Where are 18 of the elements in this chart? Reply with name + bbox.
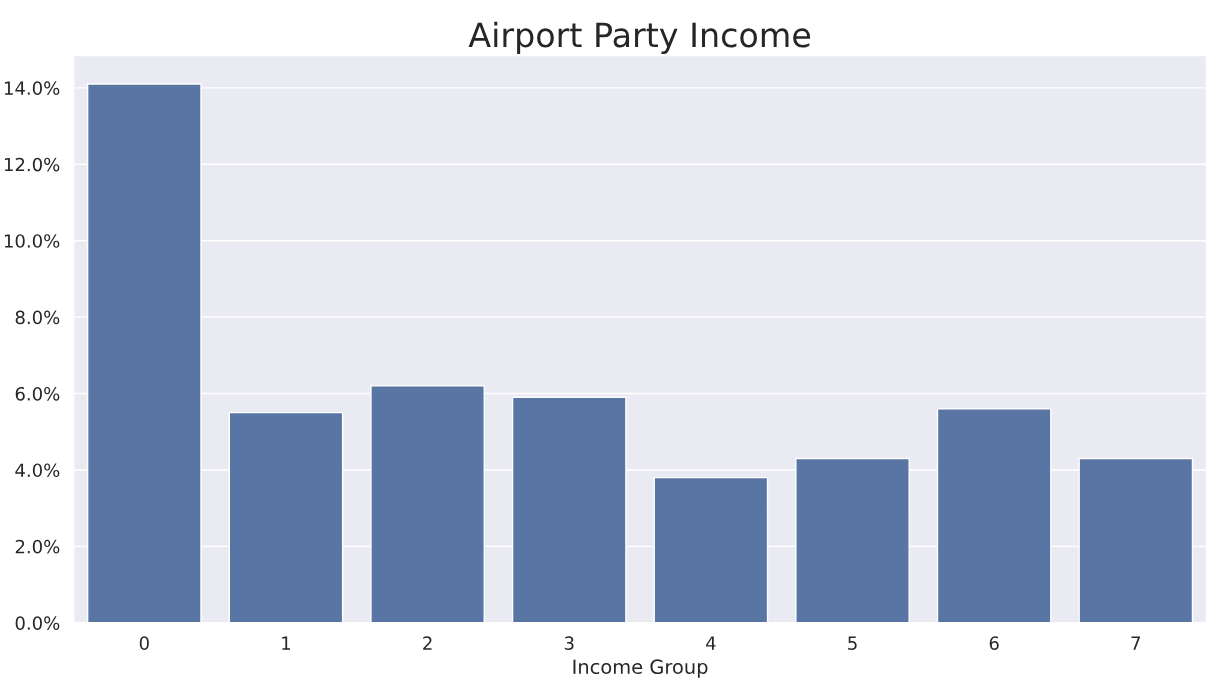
x-tick-label: 5 [848, 636, 857, 650]
y-tick-label: 4.0% [15, 463, 60, 478]
x-tick-label: 1 [282, 636, 291, 650]
x-tick-label: 4 [706, 636, 716, 650]
y-tick-label: 2.0% [15, 539, 60, 554]
y-tick-label: 8.0% [15, 310, 60, 325]
y-tick-label: 6.0% [15, 386, 60, 401]
y-tick-label: 0.0% [15, 616, 60, 630]
x-tick-label: 3 [564, 636, 574, 650]
x-tick-label: 2 [423, 636, 432, 650]
chart-title: Airport Party Income [468, 21, 811, 54]
y-tick-label: 12.0% [4, 157, 60, 172]
x-tick-label: 0 [139, 636, 149, 650]
y-tick-label: 14.0% [4, 81, 60, 95]
y-tick-label: 10.0% [4, 234, 60, 248]
x-tick-label: 7 [1131, 636, 1141, 650]
x-axis-title: Income Group [573, 659, 708, 678]
x-tick-label: 6 [989, 636, 999, 650]
